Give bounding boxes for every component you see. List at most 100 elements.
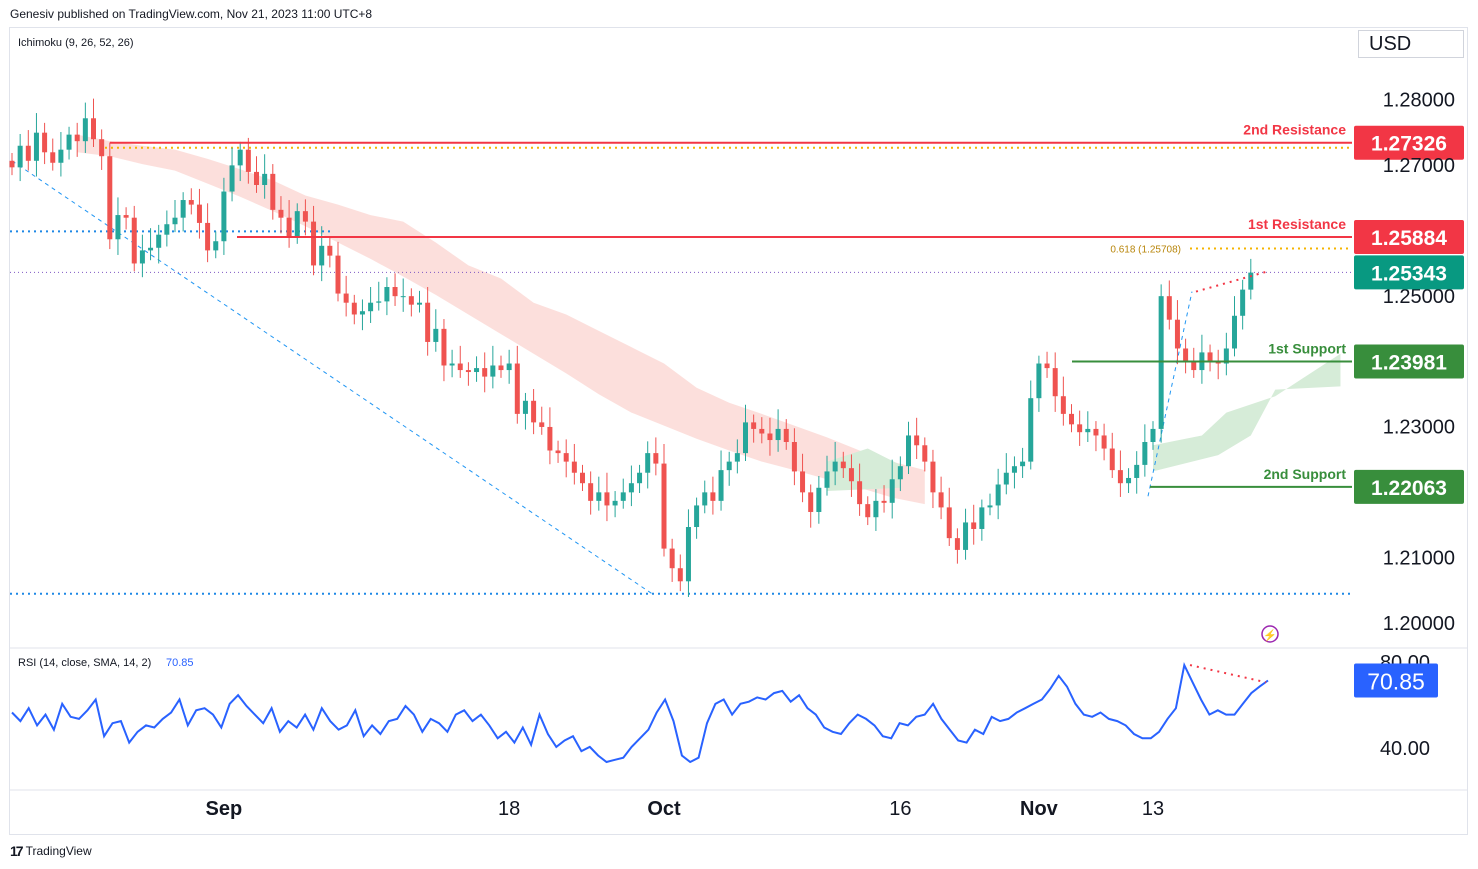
candle-body — [710, 492, 716, 501]
candle-body — [1215, 361, 1221, 364]
candle-body — [408, 296, 414, 305]
candle-body — [270, 173, 276, 210]
candle-body — [205, 222, 211, 251]
candle-body — [498, 365, 504, 371]
rsi-line — [11, 661, 1269, 764]
candle-body — [180, 200, 186, 218]
candle-body — [172, 217, 178, 225]
candle-body — [1150, 428, 1156, 442]
candle-body — [604, 492, 610, 506]
footer-brand: 17 TradingView — [10, 843, 92, 859]
lightning-icon[interactable] — [1261, 625, 1279, 643]
candle-body — [1158, 296, 1164, 429]
candle-body — [1240, 289, 1246, 316]
candle-body — [245, 149, 251, 172]
time-axis-label: 13 — [1142, 798, 1164, 820]
candle-body — [482, 368, 488, 377]
candle-body — [139, 250, 145, 264]
candle-body — [914, 435, 920, 446]
candle-body — [196, 204, 202, 223]
candle-body — [17, 145, 23, 168]
candle-body — [987, 505, 993, 508]
candle-body — [319, 245, 325, 266]
candle-body — [563, 453, 569, 462]
fib-0618-label: 0.618 (1.25708) — [1110, 245, 1181, 256]
price-axis-tick: 1.25000 — [1383, 286, 1455, 308]
candle-body — [1134, 464, 1140, 478]
candle-body — [99, 139, 105, 157]
candle-body — [954, 538, 960, 550]
candle-body — [1003, 472, 1009, 485]
candle-body — [164, 224, 170, 235]
candle-body — [425, 302, 431, 342]
candle-body — [465, 370, 471, 373]
candle-body — [571, 461, 577, 473]
candle-body — [938, 492, 944, 508]
rsi-value-tag — [1354, 663, 1438, 698]
time-axis-label: Nov — [1020, 798, 1059, 820]
candle-body — [759, 428, 765, 434]
candle-body — [653, 453, 659, 464]
candle-body — [620, 492, 626, 501]
candle-body — [1052, 368, 1058, 397]
candle-body — [82, 118, 88, 142]
trendline — [1147, 291, 1193, 497]
candle-body — [33, 132, 39, 161]
rsi-label: RSI (14, close, SMA, 14, 2) — [18, 657, 151, 669]
resistance-price-tag-text: 1.27326 — [1371, 133, 1447, 156]
candle-body — [1077, 424, 1083, 433]
resistance-label: 2nd Resistance — [1243, 122, 1346, 138]
candle-body — [229, 165, 235, 192]
candle-body — [946, 507, 952, 539]
candle-body — [677, 568, 683, 582]
tradingview-logo-icon: 17 — [10, 843, 24, 859]
candle-body — [286, 217, 292, 236]
divergence-line-rsi — [1189, 664, 1267, 684]
candle-body — [1028, 398, 1034, 462]
price-axis-tick: 1.28000 — [1383, 90, 1455, 112]
candle-body — [791, 442, 797, 472]
candle-body — [1109, 448, 1115, 471]
candle-body — [1191, 361, 1197, 371]
candle-body — [1117, 470, 1123, 484]
support-price-tag — [1354, 344, 1464, 379]
candle-body — [42, 132, 48, 153]
currency-selector[interactable]: USD — [1358, 30, 1464, 58]
candle-body — [278, 209, 284, 218]
candle-body — [775, 428, 781, 441]
time-axis-label: 16 — [889, 798, 911, 820]
candle-body — [294, 211, 300, 236]
candle-body — [1085, 428, 1091, 433]
candle-body — [343, 293, 349, 303]
candle-body — [881, 500, 887, 503]
candle-body — [74, 134, 80, 142]
ichimoku-cloud-bear — [77, 134, 925, 505]
candle-body — [808, 492, 814, 512]
candle-body — [661, 463, 667, 549]
candle-body — [531, 400, 537, 423]
candle-body — [91, 118, 96, 140]
candle-body — [449, 363, 455, 366]
candle-body — [368, 302, 374, 312]
candle-body — [816, 487, 822, 512]
candle-body — [302, 211, 308, 222]
candle-body — [1248, 272, 1254, 290]
candle-body — [995, 484, 1001, 506]
resistance-price-tag-text: 1.25884 — [1371, 227, 1447, 250]
candle-body — [327, 245, 333, 256]
footer-brand-text: TradingView — [25, 844, 92, 858]
divergence-line-price — [1195, 270, 1269, 293]
candle-body — [555, 450, 561, 454]
candle-body — [767, 433, 773, 441]
candle-body — [1011, 466, 1017, 473]
candle-body — [979, 507, 985, 529]
candle-body — [58, 149, 64, 163]
current-price-tag-text: 1.25343 — [1371, 262, 1447, 285]
candle-body — [1142, 442, 1148, 465]
candle-body — [783, 428, 789, 442]
candle-body — [188, 200, 194, 205]
candle-body — [1223, 348, 1229, 364]
candle-body — [897, 466, 903, 480]
candle-body — [148, 247, 154, 251]
